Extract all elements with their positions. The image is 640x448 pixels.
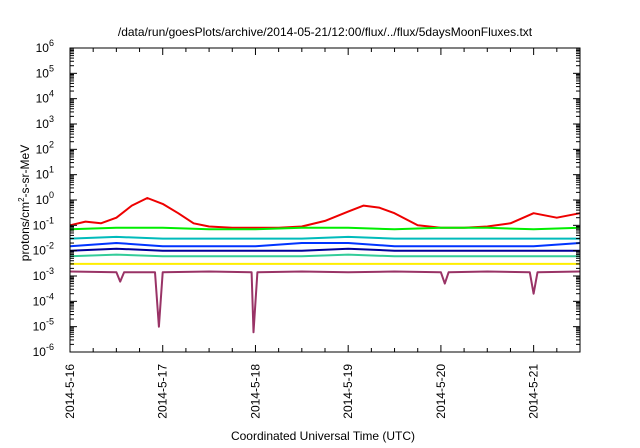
series-line-3 <box>69 235 580 240</box>
y-axis-label-suffix: -s-sr-MeV <box>18 145 32 198</box>
y-tick-base: 10 <box>33 294 47 308</box>
y-tick-base: 10 <box>33 320 47 334</box>
y-axis-label-sup: 2 <box>17 197 26 202</box>
y-tick-label: 106 <box>36 38 54 55</box>
x-tick-label: 2014-5-18 <box>248 364 262 419</box>
x-tick-label: 2014-5-19 <box>341 364 355 419</box>
y-tick-exponent: -2 <box>46 241 54 251</box>
series-line-1 <box>69 197 581 229</box>
y-tick-exponent: -3 <box>46 266 54 276</box>
x-ticks: 2014-5-16 2014-5-17 2014-5-18 2014-5-19 2014… <box>63 48 581 419</box>
y-tick-label: 10-6 <box>33 342 54 359</box>
plot-frame <box>69 47 581 353</box>
x-tick-label: 2014-5-21 <box>527 364 541 419</box>
y-tick-exponent: 6 <box>49 38 54 48</box>
y-tick-label: 10-4 <box>33 291 54 308</box>
y-tick-label: 103 <box>36 114 54 131</box>
x-tick-label: 2014-5-20 <box>434 364 448 419</box>
x-axis-label: Coordinated Universal Time (UTC) <box>231 429 415 443</box>
series-line-5 <box>69 247 580 252</box>
y-tick-base: 10 <box>36 142 50 156</box>
y-tick-exponent: -6 <box>46 342 54 352</box>
y-tick-base: 10 <box>33 269 47 283</box>
y-ticks: 10-610-510-410-310-210-11001011021031041… <box>33 38 580 359</box>
y-axis-label: protons/cm2-s-sr-MeV <box>17 145 32 261</box>
y-tick-base: 10 <box>33 244 47 258</box>
y-tick-exponent: -4 <box>46 291 54 301</box>
y-tick-exponent: -5 <box>46 317 54 327</box>
y-tick-label: 100 <box>36 190 54 207</box>
y-axis-label-prefix: protons/cm <box>18 202 32 261</box>
x-tick-label: 2014-5-17 <box>156 364 170 419</box>
y-tick-label: 10-3 <box>33 266 54 283</box>
plot-marks <box>69 197 581 334</box>
series-line-8 <box>69 270 581 334</box>
y-tick-label: 10-2 <box>33 241 54 258</box>
y-tick-base: 10 <box>36 41 50 55</box>
y-tick-exponent: 3 <box>49 114 54 124</box>
y-tick-base: 10 <box>36 92 50 106</box>
y-tick-label: 102 <box>36 139 54 156</box>
series-line-4 <box>69 242 581 248</box>
y-tick-base: 10 <box>36 193 50 207</box>
chart-title: /data/run/goesPlots/archive/2014-05-21/1… <box>118 25 533 39</box>
y-tick-exponent: 1 <box>49 165 54 175</box>
y-tick-exponent: -1 <box>46 215 54 225</box>
series-line-2 <box>69 226 581 231</box>
y-tick-base: 10 <box>36 168 50 182</box>
y-tick-exponent: 2 <box>49 139 54 149</box>
y-tick-label: 101 <box>36 165 54 182</box>
y-tick-label: 105 <box>36 63 54 80</box>
y-tick-base: 10 <box>33 345 47 359</box>
series-line-6 <box>69 253 580 258</box>
y-tick-label: 10-5 <box>33 317 54 334</box>
x-tick-label: 2014-5-16 <box>63 364 77 419</box>
y-tick-base: 10 <box>33 218 47 232</box>
y-tick-exponent: 4 <box>49 89 54 99</box>
y-tick-base: 10 <box>36 66 50 80</box>
y-tick-label: 104 <box>36 89 54 106</box>
y-tick-base: 10 <box>36 117 50 131</box>
y-tick-exponent: 0 <box>49 190 54 200</box>
y-tick-label: 10-1 <box>33 215 54 232</box>
y-tick-exponent: 5 <box>49 63 54 73</box>
